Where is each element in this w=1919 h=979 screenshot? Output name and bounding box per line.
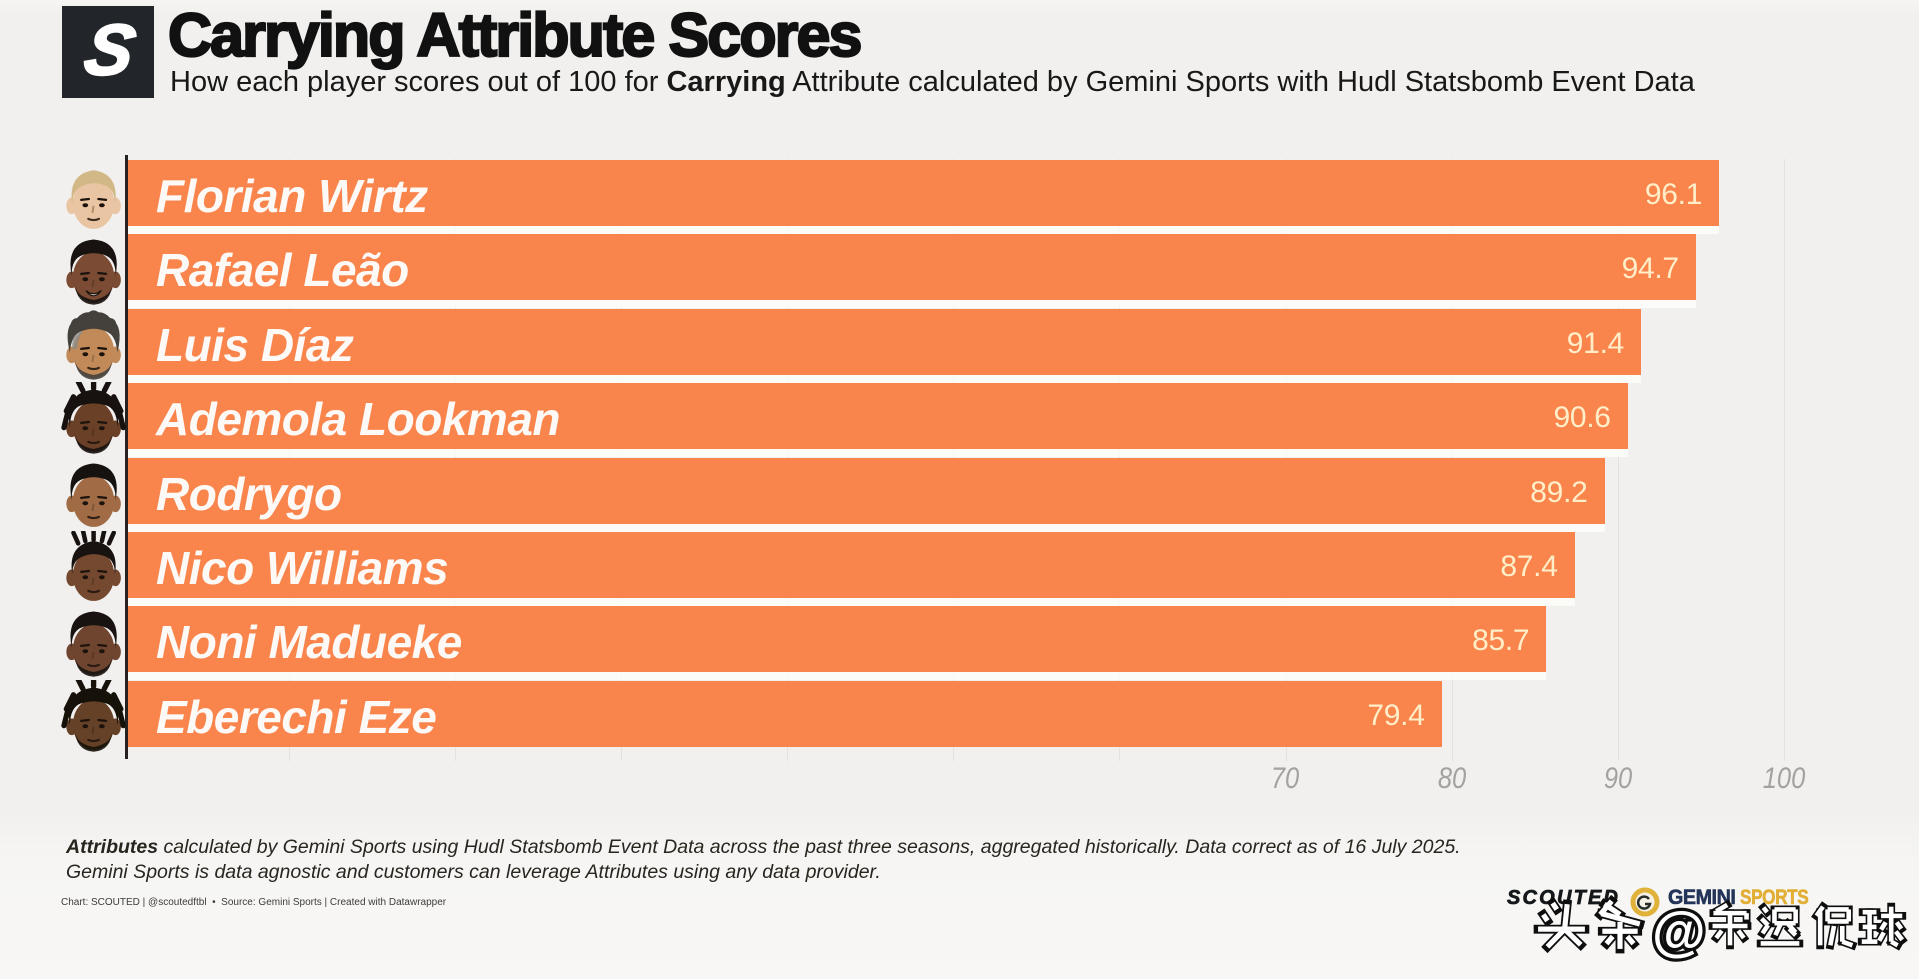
svg-text:@: @ [1652, 900, 1706, 962]
